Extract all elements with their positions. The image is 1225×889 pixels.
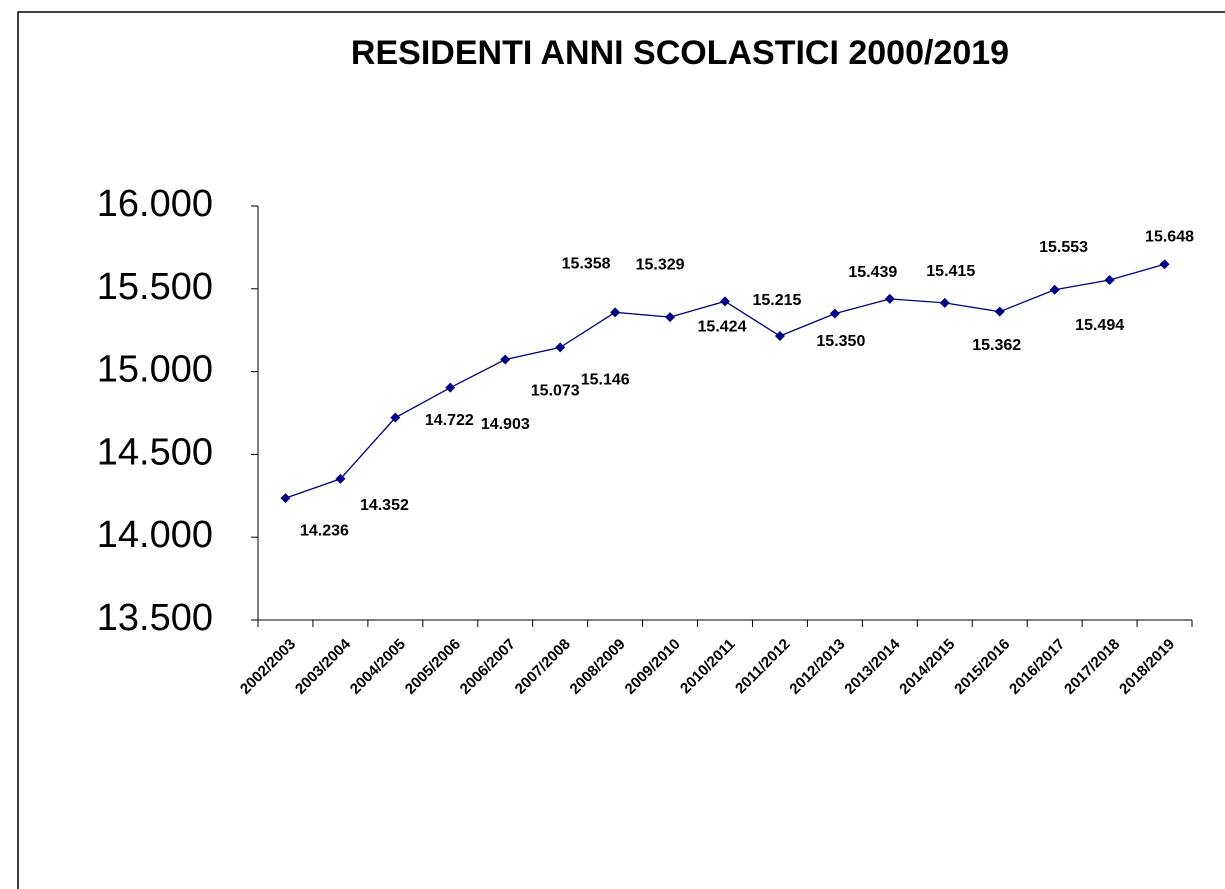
value-label: 15.073 <box>531 383 580 400</box>
value-label: 14.236 <box>300 522 349 539</box>
x-tick-label: 2005/2006 <box>402 636 464 698</box>
marker <box>335 473 346 484</box>
value-label: 15.329 <box>636 256 685 273</box>
value-label: 15.424 <box>698 319 747 336</box>
x-tick-label: 2017/2018 <box>1061 636 1123 698</box>
marker <box>500 354 511 365</box>
x-tick-label: 2009/2010 <box>622 636 684 698</box>
value-label: 15.358 <box>562 256 611 273</box>
x-tick-label: 2007/2008 <box>512 636 574 698</box>
x-tick-label: 2003/2004 <box>292 635 355 698</box>
x-tick-label: 2013/2014 <box>841 635 904 698</box>
marker <box>665 312 676 323</box>
value-label: 15.146 <box>581 372 630 389</box>
marker <box>1104 275 1115 286</box>
value-label: 15.362 <box>972 337 1021 354</box>
value-label: 15.215 <box>752 292 801 309</box>
value-label: 15.350 <box>816 333 865 350</box>
marker <box>939 297 950 308</box>
y-tick-label: 16.000 <box>97 183 213 225</box>
value-label: 15.648 <box>1145 229 1194 246</box>
x-tick-label: 2018/2019 <box>1116 636 1178 698</box>
y-tick-label: 15.500 <box>97 266 213 308</box>
x-tick-label: 2012/2013 <box>786 636 848 698</box>
x-tick-label: 2014/2015 <box>896 636 958 698</box>
marker <box>720 296 730 307</box>
x-tick-label: 2015/2016 <box>951 636 1013 698</box>
value-label: 15.494 <box>1075 317 1124 334</box>
x-tick-label: 2010/2011 <box>677 636 739 698</box>
y-tick-label: 15.000 <box>97 349 213 391</box>
chart-title: RESIDENTI ANNI SCOLASTICI 2000/2019 <box>351 34 1009 72</box>
marker <box>280 493 291 504</box>
value-label: 14.352 <box>360 497 409 514</box>
value-label: 15.553 <box>1039 239 1088 256</box>
frame <box>17 11 1225 889</box>
value-label: 14.722 <box>425 412 474 429</box>
x-tick-label: 2011/2012 <box>732 636 794 698</box>
marker <box>774 330 785 341</box>
value-label: 15.415 <box>926 263 975 280</box>
value-label: 15.439 <box>848 264 897 281</box>
marker <box>994 306 1005 317</box>
marker <box>390 412 401 423</box>
x-tick-label: 2008/2009 <box>567 636 629 698</box>
x-tick-label: 2016/2017 <box>1006 636 1068 698</box>
x-tick-label: 2002/2003 <box>237 636 299 698</box>
marker <box>610 307 621 318</box>
marker <box>884 293 895 304</box>
y-tick-label: 14.000 <box>97 514 213 556</box>
x-tick-label: 2006/2007 <box>457 636 519 698</box>
y-tick-label: 13.500 <box>97 597 213 639</box>
y-tick-label: 14.500 <box>97 431 213 473</box>
marker <box>829 308 840 319</box>
marker <box>1159 259 1170 270</box>
marker <box>445 382 456 393</box>
value-label: 14.903 <box>481 416 530 433</box>
marker <box>1049 284 1060 295</box>
marker <box>555 342 566 353</box>
x-tick-label: 2004/2005 <box>347 636 409 698</box>
